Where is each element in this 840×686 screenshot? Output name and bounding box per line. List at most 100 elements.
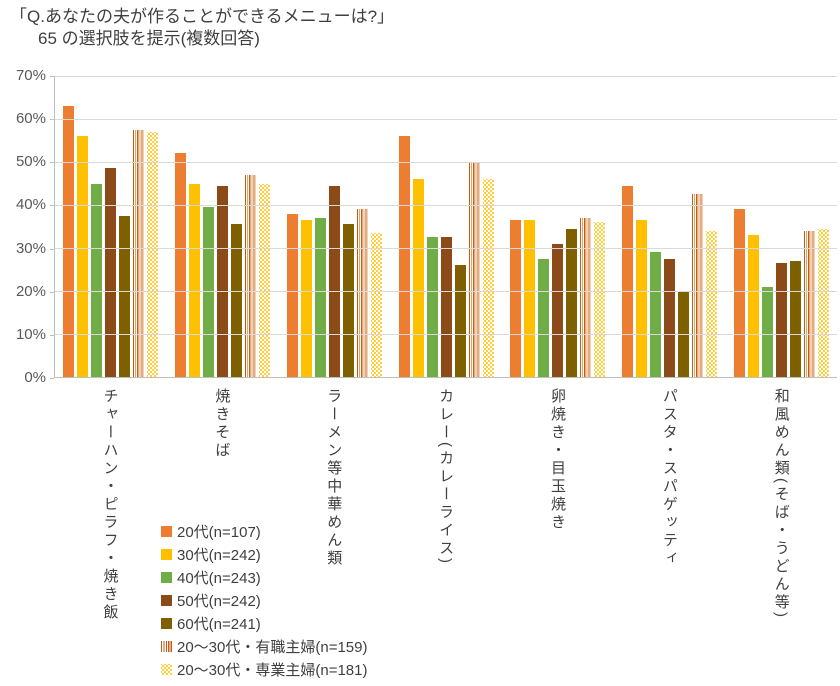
gridline [55, 291, 837, 293]
bar [203, 207, 215, 377]
y-axis-label: 40% [15, 196, 46, 214]
x-axis-label-slot: パスタ・スパゲッティ [613, 388, 725, 568]
legend-swatch [161, 572, 172, 583]
bar-group [725, 76, 837, 377]
bar [300, 220, 312, 377]
bar [426, 237, 438, 377]
y-axis-tick [50, 334, 54, 336]
bar [398, 136, 410, 377]
bar [91, 183, 103, 377]
bar [412, 179, 424, 377]
x-axis-label: カレー(カレーライス) [437, 388, 455, 566]
y-axis-tick [50, 119, 54, 121]
y-axis-tick [50, 205, 54, 207]
legend-label: 60代(n=241) [177, 616, 261, 633]
bar-group [390, 76, 502, 377]
bar [789, 260, 801, 377]
bar [733, 209, 745, 377]
bar [663, 258, 675, 377]
bar [440, 237, 452, 377]
bar [510, 220, 522, 377]
gridline [55, 162, 837, 163]
legend-item: 20〜30代・専業主婦(n=181) [161, 658, 368, 681]
bar [342, 224, 354, 377]
bar [677, 291, 689, 377]
y-axis-label: 30% [15, 239, 46, 257]
x-axis-label-slot: カレー(カレーライス) [390, 388, 502, 566]
y-axis-label: 50% [15, 153, 46, 171]
bar [817, 228, 829, 377]
x-axis-label: パスタ・スパゲッティ [660, 388, 678, 568]
bar [356, 209, 368, 377]
x-axis-label: 卵焼き・目玉焼き [548, 388, 566, 532]
x-axis-label: チャーハン・ピラフ・焼き飯 [101, 388, 119, 622]
bar [705, 230, 717, 377]
gridline [55, 334, 837, 336]
legend-swatch [161, 549, 172, 560]
gridline [55, 119, 837, 120]
plot-area [54, 76, 837, 378]
x-axis-label-slot: 卵焼き・目玉焼き [501, 388, 613, 532]
x-axis-label: 焼きそば [213, 388, 231, 460]
bar-group [278, 76, 390, 377]
bar [370, 232, 382, 377]
bar [77, 136, 89, 377]
chart-title-line1: 「Q.あなたの夫が作ることができるメニューは?」 [10, 7, 395, 26]
x-axis: チャーハン・ピラフ・焼き飯 焼きそば ラーメン等中華めん類 カレー(カレーライス) 卵焼… [54, 388, 837, 622]
bar [538, 258, 550, 377]
x-axis-label-slot: ラーメン等中華めん類 [278, 388, 390, 568]
x-axis-label: 和風めん類(そば・うどん等) [772, 388, 790, 620]
bar [775, 263, 787, 377]
gridline [55, 205, 837, 207]
bar [524, 220, 536, 377]
bar [482, 179, 494, 377]
bar [133, 129, 145, 377]
y-axis-label: 60% [15, 110, 46, 128]
y-axis-tick [50, 248, 54, 250]
bar-group [614, 76, 726, 377]
y-axis-tick [50, 378, 54, 379]
y-axis: 0% 10% 20% 30% 40% 50% 60% 70% [0, 68, 46, 386]
legend-label: 40代(n=243) [177, 570, 261, 587]
bar [691, 194, 703, 377]
y-axis-label: 10% [15, 325, 46, 343]
legend-swatch [161, 526, 172, 537]
legend-item: 20代(n=107) [161, 520, 368, 543]
bar [189, 183, 201, 377]
legend-label: 20代(n=107) [177, 524, 261, 541]
bar [454, 265, 466, 377]
bar [552, 243, 564, 377]
x-axis-label-slot: チャーハン・ピラフ・焼き飯 [54, 388, 166, 622]
bar [217, 185, 229, 377]
bar [566, 228, 578, 377]
x-axis-label-slot: 焼きそば [166, 388, 278, 460]
y-axis-label: 70% [15, 67, 46, 84]
legend-item: 30代(n=242) [161, 543, 368, 566]
bar [175, 153, 187, 377]
chart-title: 「Q.あなたの夫が作ることができるメニューは?」 65 の選択肢を提示(複数回答… [10, 6, 394, 50]
legend-swatch [161, 664, 172, 675]
y-axis-tick [50, 162, 54, 164]
bar [286, 213, 298, 377]
legend-item: 60代(n=241) [161, 612, 368, 635]
bar [245, 174, 257, 377]
bar [621, 185, 633, 377]
y-axis-label: 20% [15, 282, 46, 300]
legend-label: 20〜30代・専業主婦(n=181) [177, 662, 368, 679]
bar [259, 183, 271, 377]
bar [119, 215, 131, 377]
bar [649, 252, 661, 377]
bar [747, 235, 759, 377]
legend-label: 20〜30代・有職主婦(n=159) [177, 639, 368, 656]
bar-group [167, 76, 279, 377]
legend-label: 50代(n=242) [177, 593, 261, 610]
bar [594, 222, 606, 377]
legend-item: 50代(n=242) [161, 589, 368, 612]
bar-group [55, 76, 167, 377]
legend-label: 30代(n=242) [177, 547, 261, 564]
y-axis-tick [50, 76, 54, 77]
y-axis-label: 0% [24, 369, 46, 386]
bar-group [502, 76, 614, 377]
bar [147, 131, 159, 377]
